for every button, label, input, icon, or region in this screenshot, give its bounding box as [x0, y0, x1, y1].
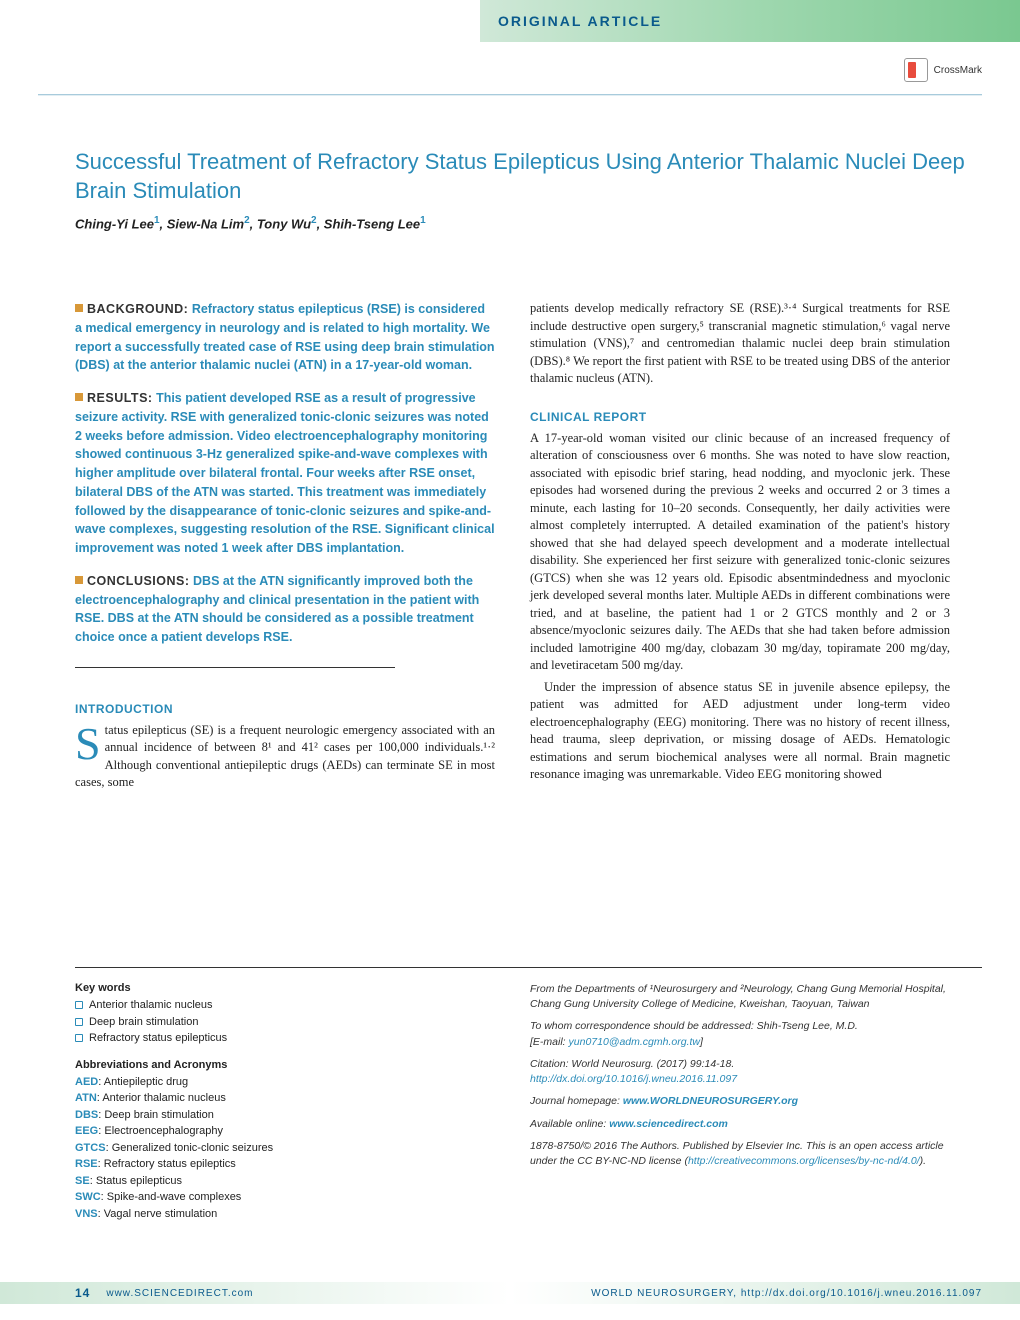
abbr-value: Spike-and-wave complexes	[107, 1191, 242, 1203]
page-number: 14	[75, 1286, 90, 1300]
copyright-close: ).	[920, 1155, 926, 1167]
keyword-text: Anterior thalamic nucleus	[89, 997, 213, 1014]
keyword-text: Refractory status epilepticus	[89, 1030, 227, 1047]
footer-divider	[75, 967, 982, 968]
available-online-link[interactable]: www.sciencedirect.com	[609, 1118, 728, 1130]
crossmark-icon	[904, 58, 928, 82]
clinical-paragraph-2: Under the impression of absence status S…	[530, 679, 950, 784]
abs-text-results: This patient developed RSE as a result o…	[75, 391, 495, 555]
cc-license-link[interactable]: http://creativecommons.org/licenses/by-n…	[688, 1155, 920, 1167]
abstract-bottom-rule	[75, 667, 395, 668]
keyword-item: Deep brain stimulation	[75, 1014, 495, 1031]
header-rule	[38, 94, 982, 96]
square-bullet-icon	[75, 1034, 83, 1042]
keyword-item: Refractory status epilepticus	[75, 1030, 495, 1047]
abbr-key: EEG	[75, 1125, 98, 1137]
abbr-key: AED	[75, 1076, 98, 1088]
abbreviations-heading: Abbreviations and Acronyms	[75, 1059, 495, 1071]
abbreviation-item: EEG: Electroencephalography	[75, 1123, 495, 1140]
correspondence-label: To whom correspondence should be address…	[530, 1020, 858, 1032]
abbr-value: Generalized tonic-clonic seizures	[112, 1142, 273, 1154]
bullet-icon	[75, 304, 83, 312]
abbr-value: Status epilepticus	[96, 1175, 182, 1187]
footer-doi-link[interactable]: http://dx.doi.org/10.1016/j.wneu.2016.11…	[741, 1288, 982, 1299]
square-bullet-icon	[75, 1001, 83, 1009]
abbreviation-item: DBS: Deep brain stimulation	[75, 1107, 495, 1124]
title-block: Successful Treatment of Refractory Statu…	[75, 148, 982, 232]
intro-body: tatus epilepticus (SE) is a frequent neu…	[75, 723, 495, 790]
citation-block: From the Departments of ¹Neurosurgery an…	[530, 982, 950, 1176]
abstract-results: RESULTS: This patient developed RSE as a…	[75, 389, 495, 558]
sciencedirect-link[interactable]: www.SCIENCEDIRECT.com	[106, 1288, 253, 1299]
section-label: Original Article	[498, 13, 662, 29]
keywords-list: Anterior thalamic nucleusDeep brain stim…	[75, 997, 495, 1047]
abstract-background: BACKGROUND: Refractory status epilepticu…	[75, 300, 495, 375]
dropcap: S	[75, 722, 105, 763]
abs-label-results: RESULTS:	[87, 391, 153, 405]
keyword-text: Deep brain stimulation	[89, 1014, 198, 1031]
abbr-key: VNS	[75, 1208, 98, 1220]
email-close: ]	[700, 1036, 703, 1048]
left-column: BACKGROUND: Refractory status epilepticu…	[75, 300, 495, 792]
crossmark-label: CrossMark	[934, 65, 982, 76]
square-bullet-icon	[75, 1018, 83, 1026]
abbreviation-item: GTCS: Generalized tonic-clonic seizures	[75, 1140, 495, 1157]
abs-label-background: BACKGROUND:	[87, 302, 188, 316]
abbr-value: Deep brain stimulation	[104, 1109, 213, 1121]
abbreviation-item: RSE: Refractory status epileptics	[75, 1156, 495, 1173]
bullet-icon	[75, 576, 83, 584]
abstract-conclusions: CONCLUSIONS: DBS at the ATN significantl…	[75, 572, 495, 647]
right-column: patients develop medically refractory SE…	[530, 300, 950, 784]
citation-text: Citation: World Neurosurg. (2017) 99:14-…	[530, 1058, 734, 1070]
abbr-value: Anterior thalamic nucleus	[102, 1092, 226, 1104]
section-header-band: Original Article	[480, 0, 1020, 42]
introduction-text: Status epilepticus (SE) is a frequent ne…	[75, 722, 495, 792]
abbreviation-item: VNS: Vagal nerve stimulation	[75, 1206, 495, 1223]
available-online-label: Available online:	[530, 1118, 609, 1130]
abbr-key: GTCS	[75, 1142, 106, 1154]
introduction-heading: INTRODUCTION	[75, 702, 495, 716]
abbr-value: Vagal nerve stimulation	[104, 1208, 218, 1220]
clinical-paragraph-1: A 17-year-old woman visited our clinic b…	[530, 430, 950, 675]
journal-homepage-link[interactable]: www.WORLDNEUROSURGERY.org	[623, 1095, 798, 1107]
correspondence-email[interactable]: yun0710@adm.cgmh.org.tw	[569, 1036, 700, 1048]
email-open: [E-mail:	[530, 1036, 569, 1048]
authors-line: Ching-Yi Lee1, Siew-Na Lim2, Tony Wu2, S…	[75, 215, 982, 231]
journal-footer-label: WORLD NEUROSURGERY,	[591, 1288, 741, 1299]
journal-homepage-label: Journal homepage:	[530, 1095, 623, 1107]
bullet-icon	[75, 393, 83, 401]
abbr-value: Refractory status epileptics	[104, 1158, 236, 1170]
page-footer: 14 www.SCIENCEDIRECT.com WORLD NEUROSURG…	[0, 1282, 1020, 1304]
article-title: Successful Treatment of Refractory Statu…	[75, 148, 982, 205]
abbr-key: RSE	[75, 1158, 98, 1170]
abbreviations-list: AED: Antiepileptic drugATN: Anterior tha…	[75, 1074, 495, 1223]
doi-link[interactable]: http://dx.doi.org/10.1016/j.wneu.2016.11…	[530, 1073, 737, 1085]
abbr-key: ATN	[75, 1092, 97, 1104]
intro-continuation: patients develop medically refractory SE…	[530, 300, 950, 388]
keywords-block: Key words Anterior thalamic nucleusDeep …	[75, 982, 495, 1222]
abbr-key: DBS	[75, 1109, 98, 1121]
affiliation-text: From the Departments of ¹Neurosurgery an…	[530, 982, 950, 1012]
keywords-heading: Key words	[75, 982, 495, 994]
abbr-key: SWC	[75, 1191, 101, 1203]
abbreviation-item: SE: Status epilepticus	[75, 1173, 495, 1190]
abbreviation-item: AED: Antiepileptic drug	[75, 1074, 495, 1091]
abbr-key: SE	[75, 1175, 90, 1187]
abs-label-conclusions: CONCLUSIONS:	[87, 574, 190, 588]
abbreviation-item: ATN: Anterior thalamic nucleus	[75, 1090, 495, 1107]
keyword-item: Anterior thalamic nucleus	[75, 997, 495, 1014]
abbr-value: Electroencephalography	[104, 1125, 223, 1137]
crossmark-badge[interactable]: CrossMark	[904, 58, 982, 82]
abbreviation-item: SWC: Spike-and-wave complexes	[75, 1189, 495, 1206]
abbr-value: Antiepileptic drug	[104, 1076, 188, 1088]
clinical-report-heading: CLINICAL REPORT	[530, 410, 950, 424]
